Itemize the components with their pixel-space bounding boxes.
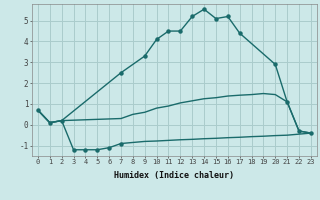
- X-axis label: Humidex (Indice chaleur): Humidex (Indice chaleur): [115, 171, 234, 180]
